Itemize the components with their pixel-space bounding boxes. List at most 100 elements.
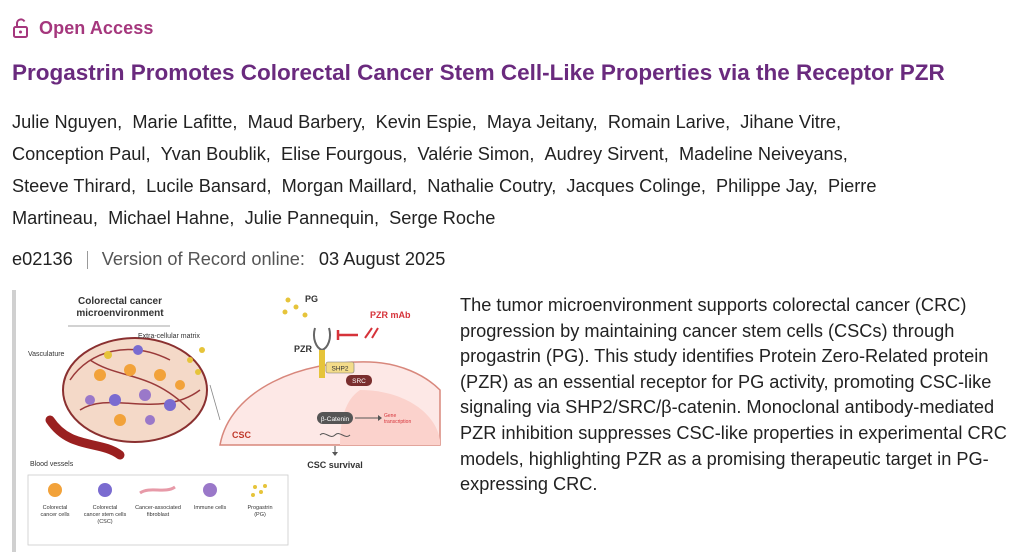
author-name[interactable]: Martineau bbox=[12, 208, 93, 228]
author-name[interactable]: Michael Hahne bbox=[108, 208, 230, 228]
author-separator: , bbox=[229, 208, 245, 228]
label-vasculature: Vasculature bbox=[28, 351, 65, 358]
author-separator: , bbox=[700, 176, 717, 196]
author-separator: , bbox=[145, 144, 161, 164]
csc-nucleus bbox=[340, 390, 440, 445]
author-separator: , bbox=[412, 176, 428, 196]
label-src: SRC bbox=[352, 378, 366, 385]
author-name[interactable]: Madeline Neiveyans bbox=[678, 144, 843, 164]
svg-text:fibroblast: fibroblast bbox=[147, 512, 170, 518]
author-separator: , bbox=[402, 144, 418, 164]
pzr-transmembrane bbox=[319, 350, 325, 378]
author-name[interactable]: Romain Larive bbox=[607, 112, 726, 132]
author-name[interactable]: Jihane Vitre bbox=[740, 112, 836, 132]
abstract-text: The tumor microenvironment supports colo… bbox=[460, 295, 1007, 495]
author-name[interactable]: Lucile Bansard bbox=[146, 176, 267, 196]
article-id: e02136 bbox=[12, 249, 73, 269]
label-gene: Gene bbox=[384, 413, 396, 419]
author-separator: , bbox=[130, 176, 147, 196]
pg-dot bbox=[285, 297, 291, 303]
transcription-arrowhead bbox=[378, 415, 382, 421]
figure-border bbox=[12, 290, 16, 552]
survival-arrowhead bbox=[332, 452, 338, 456]
svg-text:Cancer-associated: Cancer-associated bbox=[135, 505, 181, 511]
author-name[interactable]: Yvan Boublik bbox=[160, 144, 266, 164]
meta-divider bbox=[86, 250, 88, 269]
label-transcription: transcription bbox=[384, 419, 411, 425]
shp2-box bbox=[325, 361, 355, 374]
pg-dot bbox=[302, 312, 308, 318]
author-name[interactable]: Serge Roche bbox=[389, 208, 496, 228]
label-pzr-mab: PZR mAb bbox=[370, 310, 411, 320]
author-separator: , bbox=[266, 176, 282, 196]
pg-dot bbox=[282, 309, 288, 315]
author-line: Julie Nguyen, Marie Lafitte, Maud Barber… bbox=[12, 106, 1022, 138]
legend-item-fibroblast: Cancer-associated fibroblast bbox=[135, 485, 181, 518]
author-separator: , bbox=[374, 208, 390, 228]
label-shp2: SHP2 bbox=[332, 366, 349, 373]
author-name[interactable]: Audrey Sirvent bbox=[544, 144, 664, 164]
author-name[interactable]: Conception Paul bbox=[12, 144, 146, 164]
pzr-receptor bbox=[312, 327, 332, 352]
article-meta: e02136 Version of Record online: 03 Augu… bbox=[12, 249, 445, 270]
author-name[interactable]: Pierre bbox=[827, 176, 877, 196]
pg-dot bbox=[293, 304, 299, 310]
author-name[interactable]: Maya Jeitany bbox=[486, 112, 593, 132]
author-separator: , bbox=[360, 112, 376, 132]
author-separator: , bbox=[592, 112, 608, 132]
svg-text:Progastrin: Progastrin bbox=[247, 505, 272, 511]
author-name[interactable]: Julie Nguyen bbox=[12, 112, 118, 132]
author-separator: , bbox=[836, 112, 852, 132]
author-name[interactable]: Julie Pannequin bbox=[244, 208, 374, 228]
author-name[interactable]: Philippe Jay bbox=[716, 176, 813, 196]
blood-vessel bbox=[45, 415, 125, 460]
dna-icon bbox=[319, 433, 351, 437]
publication-date: 03 August 2025 bbox=[318, 249, 446, 269]
author-name[interactable]: Morgan Maillard bbox=[281, 176, 413, 196]
svg-text:(PG): (PG) bbox=[254, 512, 266, 518]
author-separator: , bbox=[725, 112, 741, 132]
legend-item-progastrin: Progastrin (PG) bbox=[247, 484, 273, 518]
svg-text:cancer stem cells: cancer stem cells bbox=[84, 512, 127, 518]
author-line: Steeve Thirard, Lucile Bansard, Morgan M… bbox=[12, 170, 1022, 202]
open-access-badge: Open Access bbox=[12, 16, 154, 40]
author-line: Conception Paul, Yvan Boublik, Elise Fou… bbox=[12, 138, 1022, 170]
antibody-icon bbox=[364, 327, 379, 339]
author-separator: , bbox=[812, 176, 828, 196]
label-csc: CSC bbox=[232, 430, 252, 440]
author-name[interactable]: Valérie Simon bbox=[417, 144, 530, 164]
label-ecm: Extra-cellular matrix bbox=[138, 333, 200, 340]
legend-item-cancer-cells: Colorectal cancer cells bbox=[40, 483, 70, 518]
author-separator: , bbox=[232, 112, 248, 132]
beta-catenin-box bbox=[317, 412, 353, 424]
zoom-line bbox=[209, 384, 221, 421]
label-pzr: PZR bbox=[294, 344, 313, 354]
author-name[interactable]: Kevin Espie bbox=[375, 112, 472, 132]
author-separator: , bbox=[842, 144, 858, 164]
author-separator: , bbox=[92, 208, 109, 228]
legend-item-immune-cells: Immune cells bbox=[194, 483, 226, 511]
article-title[interactable]: Progastrin Promotes Colorectal Cancer St… bbox=[12, 60, 945, 85]
label-pg: PG bbox=[305, 294, 318, 304]
figure-title-line2: microenvironment bbox=[76, 308, 164, 319]
author-list: Julie Nguyen, Marie Lafitte, Maud Barber… bbox=[12, 106, 1022, 234]
author-name[interactable]: Elise Fourgous bbox=[280, 144, 403, 164]
lock-open-icon bbox=[13, 18, 28, 38]
author-name[interactable]: Maud Barbery bbox=[247, 112, 361, 132]
label-beta-catenin: β-Catenin bbox=[321, 416, 350, 423]
src-box bbox=[346, 375, 372, 386]
label-csc-survival: CSC survival bbox=[307, 460, 363, 470]
author-separator: , bbox=[117, 112, 133, 132]
author-name[interactable]: Nathalie Coutry bbox=[427, 176, 552, 196]
graphical-abstract-svg: Colorectal cancer microenvironment Vascu… bbox=[27, 294, 441, 546]
author-name[interactable]: Marie Lafitte bbox=[132, 112, 233, 132]
svg-text:Colorectal: Colorectal bbox=[93, 505, 118, 511]
author-separator: , bbox=[663, 144, 679, 164]
author-separator: , bbox=[265, 144, 281, 164]
author-line: Martineau, Michael Hahne, Julie Pannequi… bbox=[12, 202, 1022, 234]
svg-text:cancer cells: cancer cells bbox=[40, 512, 69, 518]
author-name[interactable]: Jacques Colinge bbox=[566, 176, 701, 196]
figure-title-line1: Colorectal cancer bbox=[78, 296, 162, 307]
author-name[interactable]: Steeve Thirard bbox=[12, 176, 131, 196]
graphical-abstract[interactable]: Colorectal cancer microenvironment Vascu… bbox=[20, 290, 450, 552]
